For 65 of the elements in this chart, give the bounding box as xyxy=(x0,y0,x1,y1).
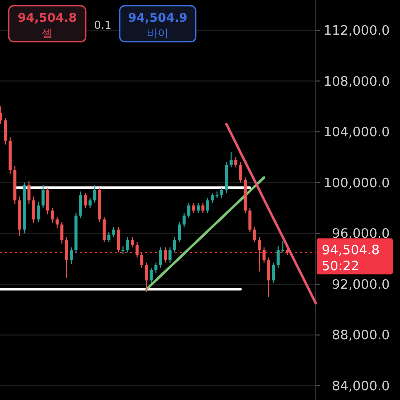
ref-line-label: 94,504.8 xyxy=(322,244,380,259)
candlestick xyxy=(206,198,210,214)
candlestick xyxy=(84,192,88,209)
candlestick xyxy=(4,118,8,146)
candlestick xyxy=(234,156,238,168)
candlestick xyxy=(230,152,233,168)
candlestick xyxy=(253,226,256,244)
candlestick xyxy=(202,202,205,214)
candlestick xyxy=(79,191,82,219)
candlestick xyxy=(168,247,172,264)
annotation: 바이 xyxy=(147,27,169,40)
candlestick xyxy=(37,201,40,223)
y-tick-label: 88,000.0 xyxy=(332,328,390,344)
y-tick-label: 92,000.0 xyxy=(332,278,390,293)
candlestick xyxy=(159,247,162,268)
candlestick xyxy=(117,226,120,254)
y-tick-label: 100,000.0 xyxy=(324,176,390,192)
candlestick xyxy=(173,236,176,254)
candlestick xyxy=(248,208,252,233)
candlestick xyxy=(56,216,59,230)
candlestick xyxy=(32,196,36,224)
annotation: 0.1 xyxy=(94,19,112,32)
candlestick xyxy=(46,187,50,216)
candlestick xyxy=(272,262,276,284)
line-series xyxy=(225,123,318,305)
annotation: 94,504.8 xyxy=(18,11,78,25)
candlestick xyxy=(51,208,54,224)
candlestick xyxy=(28,181,31,205)
candlestick xyxy=(108,232,111,244)
text: 50:22 xyxy=(322,260,360,275)
candlestick xyxy=(145,262,148,293)
candlestick xyxy=(70,247,74,265)
y-tick-label: 84,000.0 xyxy=(332,380,390,395)
y-tick-label: 104,000.0 xyxy=(324,126,390,141)
candlestick xyxy=(42,184,45,209)
candlestick xyxy=(140,252,144,268)
candlestick xyxy=(182,212,186,228)
candlestick xyxy=(131,236,134,248)
y-tick-label: 108,000.0 xyxy=(324,74,390,90)
candlestick xyxy=(102,216,106,244)
candlestick xyxy=(112,226,116,238)
candlestick xyxy=(154,262,158,274)
annotation: 94,504.9 xyxy=(128,11,188,25)
candlestick xyxy=(220,187,224,199)
candlestick xyxy=(136,242,139,258)
candlestick xyxy=(94,184,97,204)
candlestick xyxy=(188,202,191,219)
candlestick xyxy=(267,257,271,298)
candlestick xyxy=(192,202,196,214)
candlestick xyxy=(150,267,153,284)
candlestick xyxy=(178,222,182,244)
annotation: 셀 xyxy=(42,27,53,40)
y-tick-label: 112,000.0 xyxy=(324,24,390,39)
candlestick xyxy=(65,236,68,279)
candlestick xyxy=(262,247,266,264)
candlestick xyxy=(60,222,64,244)
candlestick xyxy=(196,202,200,214)
candlestick xyxy=(258,236,262,272)
line-series xyxy=(145,176,266,291)
candlestick xyxy=(239,162,242,184)
y-tick-label: 96,000.0 xyxy=(332,227,390,242)
candlestick xyxy=(88,198,92,209)
candlestick xyxy=(164,247,168,264)
candlestick xyxy=(0,106,3,125)
candlestick xyxy=(126,236,130,254)
